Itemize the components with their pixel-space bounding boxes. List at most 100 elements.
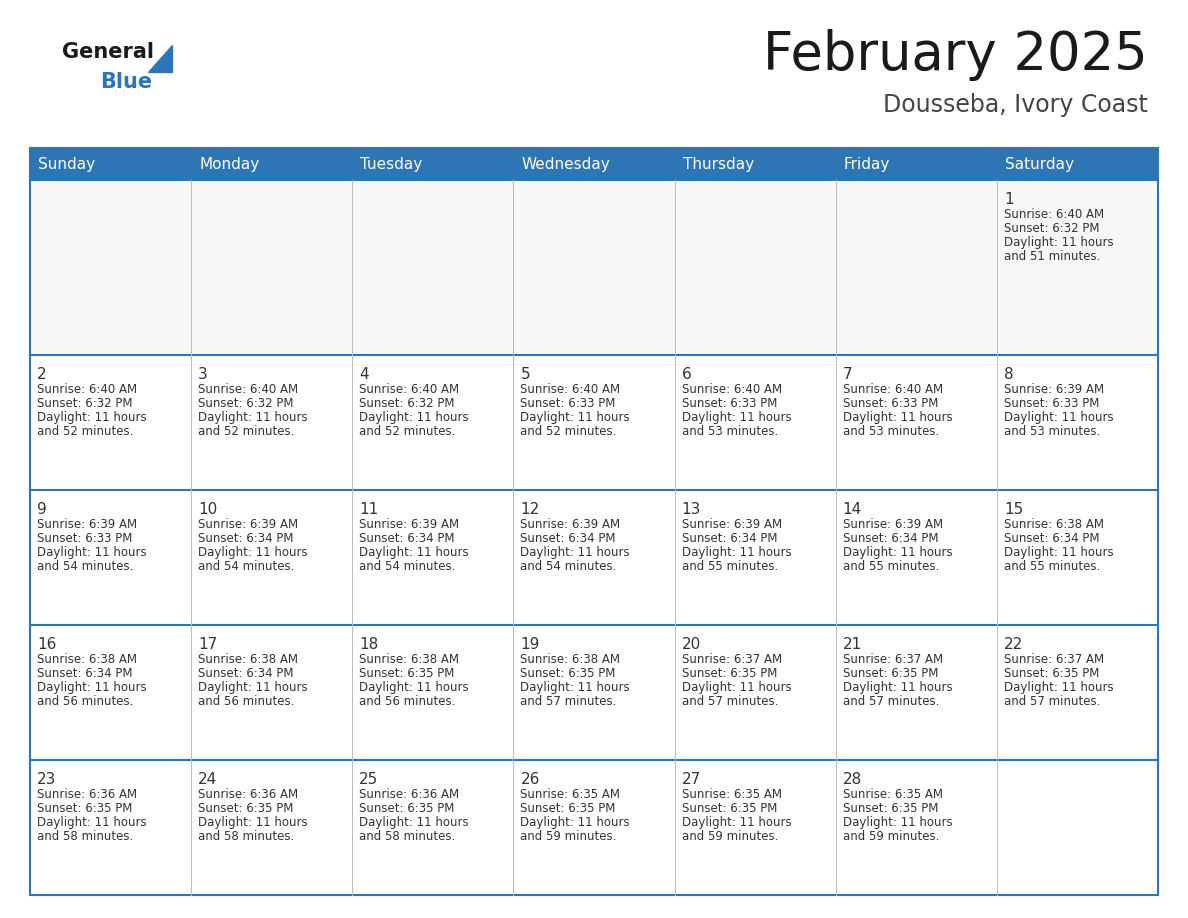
Text: Sunset: 6:35 PM: Sunset: 6:35 PM (359, 667, 455, 680)
Bar (30, 180, 191, 355)
Text: Sunset: 6:35 PM: Sunset: 6:35 PM (37, 802, 132, 815)
Text: 27: 27 (682, 772, 701, 787)
Text: Sunrise: 6:36 AM: Sunrise: 6:36 AM (37, 788, 137, 801)
Text: 13: 13 (682, 502, 701, 517)
Text: and 51 minutes.: and 51 minutes. (1004, 250, 1100, 263)
Text: and 54 minutes.: and 54 minutes. (520, 560, 617, 573)
Bar (675, 355, 835, 490)
Text: 7: 7 (842, 367, 852, 383)
Text: 22: 22 (1004, 637, 1023, 652)
Text: and 54 minutes.: and 54 minutes. (359, 560, 456, 573)
Text: and 55 minutes.: and 55 minutes. (1004, 560, 1100, 573)
Text: Sunrise: 6:38 AM: Sunrise: 6:38 AM (198, 654, 298, 666)
Bar (30, 490, 191, 625)
Bar (997, 180, 1158, 355)
Text: and 53 minutes.: and 53 minutes. (842, 425, 939, 439)
Text: Sunrise: 6:36 AM: Sunrise: 6:36 AM (359, 788, 460, 801)
Text: and 55 minutes.: and 55 minutes. (682, 560, 778, 573)
Bar (675, 490, 835, 625)
Text: Sunrise: 6:39 AM: Sunrise: 6:39 AM (520, 519, 620, 532)
Text: and 54 minutes.: and 54 minutes. (198, 560, 295, 573)
Bar (835, 625, 997, 760)
Text: 19: 19 (520, 637, 539, 652)
Text: 18: 18 (359, 637, 379, 652)
Text: 20: 20 (682, 637, 701, 652)
Bar (835, 490, 997, 625)
Text: Daylight: 11 hours: Daylight: 11 hours (37, 816, 146, 829)
Text: Sunrise: 6:40 AM: Sunrise: 6:40 AM (198, 384, 298, 397)
Text: and 56 minutes.: and 56 minutes. (37, 695, 133, 708)
Text: Sunrise: 6:40 AM: Sunrise: 6:40 AM (842, 384, 943, 397)
Text: 26: 26 (520, 772, 539, 787)
Text: Sunrise: 6:38 AM: Sunrise: 6:38 AM (520, 654, 620, 666)
Bar (513, 760, 675, 895)
Bar (513, 625, 675, 760)
Text: 25: 25 (359, 772, 379, 787)
Text: Daylight: 11 hours: Daylight: 11 hours (842, 816, 953, 829)
Text: Daylight: 11 hours: Daylight: 11 hours (682, 816, 791, 829)
Text: Daylight: 11 hours: Daylight: 11 hours (37, 681, 146, 694)
Text: 14: 14 (842, 502, 862, 517)
Text: Daylight: 11 hours: Daylight: 11 hours (359, 411, 469, 424)
Text: Sunset: 6:35 PM: Sunset: 6:35 PM (520, 667, 615, 680)
Bar (997, 490, 1158, 625)
Text: Sunrise: 6:39 AM: Sunrise: 6:39 AM (1004, 384, 1104, 397)
Bar (675, 625, 835, 760)
Text: and 59 minutes.: and 59 minutes. (682, 830, 778, 843)
Text: Sunrise: 6:38 AM: Sunrise: 6:38 AM (359, 654, 460, 666)
Text: and 55 minutes.: and 55 minutes. (842, 560, 939, 573)
Bar (353, 355, 513, 490)
Text: 8: 8 (1004, 367, 1013, 383)
Text: and 53 minutes.: and 53 minutes. (682, 425, 778, 439)
Text: Sunset: 6:33 PM: Sunset: 6:33 PM (37, 532, 132, 545)
Text: Sunset: 6:33 PM: Sunset: 6:33 PM (682, 397, 777, 410)
Text: and 53 minutes.: and 53 minutes. (1004, 425, 1100, 439)
Text: Daylight: 11 hours: Daylight: 11 hours (682, 681, 791, 694)
Bar (191, 355, 353, 490)
Text: Sunset: 6:35 PM: Sunset: 6:35 PM (682, 802, 777, 815)
Text: Sunset: 6:35 PM: Sunset: 6:35 PM (520, 802, 615, 815)
Text: Daylight: 11 hours: Daylight: 11 hours (37, 546, 146, 559)
Text: Sunset: 6:32 PM: Sunset: 6:32 PM (359, 397, 455, 410)
Text: Sunset: 6:34 PM: Sunset: 6:34 PM (198, 532, 293, 545)
Text: Sunrise: 6:35 AM: Sunrise: 6:35 AM (842, 788, 943, 801)
Text: Sunset: 6:33 PM: Sunset: 6:33 PM (1004, 397, 1099, 410)
Text: Sunrise: 6:35 AM: Sunrise: 6:35 AM (682, 788, 782, 801)
Bar (191, 490, 353, 625)
Text: Daylight: 11 hours: Daylight: 11 hours (359, 681, 469, 694)
Text: Daylight: 11 hours: Daylight: 11 hours (37, 411, 146, 424)
Text: Thursday: Thursday (683, 156, 753, 172)
Text: Sunrise: 6:40 AM: Sunrise: 6:40 AM (520, 384, 620, 397)
Text: 24: 24 (198, 772, 217, 787)
Text: Sunset: 6:32 PM: Sunset: 6:32 PM (1004, 222, 1099, 235)
Text: 23: 23 (37, 772, 56, 787)
Text: and 52 minutes.: and 52 minutes. (198, 425, 295, 439)
Text: Daylight: 11 hours: Daylight: 11 hours (842, 546, 953, 559)
Text: Sunset: 6:33 PM: Sunset: 6:33 PM (842, 397, 939, 410)
Bar (513, 490, 675, 625)
Text: and 58 minutes.: and 58 minutes. (359, 830, 455, 843)
Text: and 59 minutes.: and 59 minutes. (520, 830, 617, 843)
Text: Sunset: 6:32 PM: Sunset: 6:32 PM (37, 397, 133, 410)
Text: and 52 minutes.: and 52 minutes. (37, 425, 133, 439)
Bar (513, 180, 675, 355)
Text: and 57 minutes.: and 57 minutes. (682, 695, 778, 708)
Text: Daylight: 11 hours: Daylight: 11 hours (198, 816, 308, 829)
Text: Sunrise: 6:39 AM: Sunrise: 6:39 AM (198, 519, 298, 532)
Text: 2: 2 (37, 367, 46, 383)
Bar (835, 355, 997, 490)
Text: Sunrise: 6:38 AM: Sunrise: 6:38 AM (37, 654, 137, 666)
Text: 1: 1 (1004, 192, 1013, 207)
Text: Sunset: 6:35 PM: Sunset: 6:35 PM (1004, 667, 1099, 680)
Text: Daylight: 11 hours: Daylight: 11 hours (359, 816, 469, 829)
Text: Sunrise: 6:40 AM: Sunrise: 6:40 AM (37, 384, 137, 397)
Text: Dousseba, Ivory Coast: Dousseba, Ivory Coast (883, 93, 1148, 117)
Text: Daylight: 11 hours: Daylight: 11 hours (198, 681, 308, 694)
Text: Sunset: 6:32 PM: Sunset: 6:32 PM (198, 397, 293, 410)
Text: Sunset: 6:34 PM: Sunset: 6:34 PM (520, 532, 615, 545)
Text: Wednesday: Wednesday (522, 156, 611, 172)
Text: Sunset: 6:34 PM: Sunset: 6:34 PM (37, 667, 133, 680)
Text: Sunset: 6:35 PM: Sunset: 6:35 PM (198, 802, 293, 815)
Text: Sunset: 6:34 PM: Sunset: 6:34 PM (1004, 532, 1099, 545)
Text: 4: 4 (359, 367, 369, 383)
